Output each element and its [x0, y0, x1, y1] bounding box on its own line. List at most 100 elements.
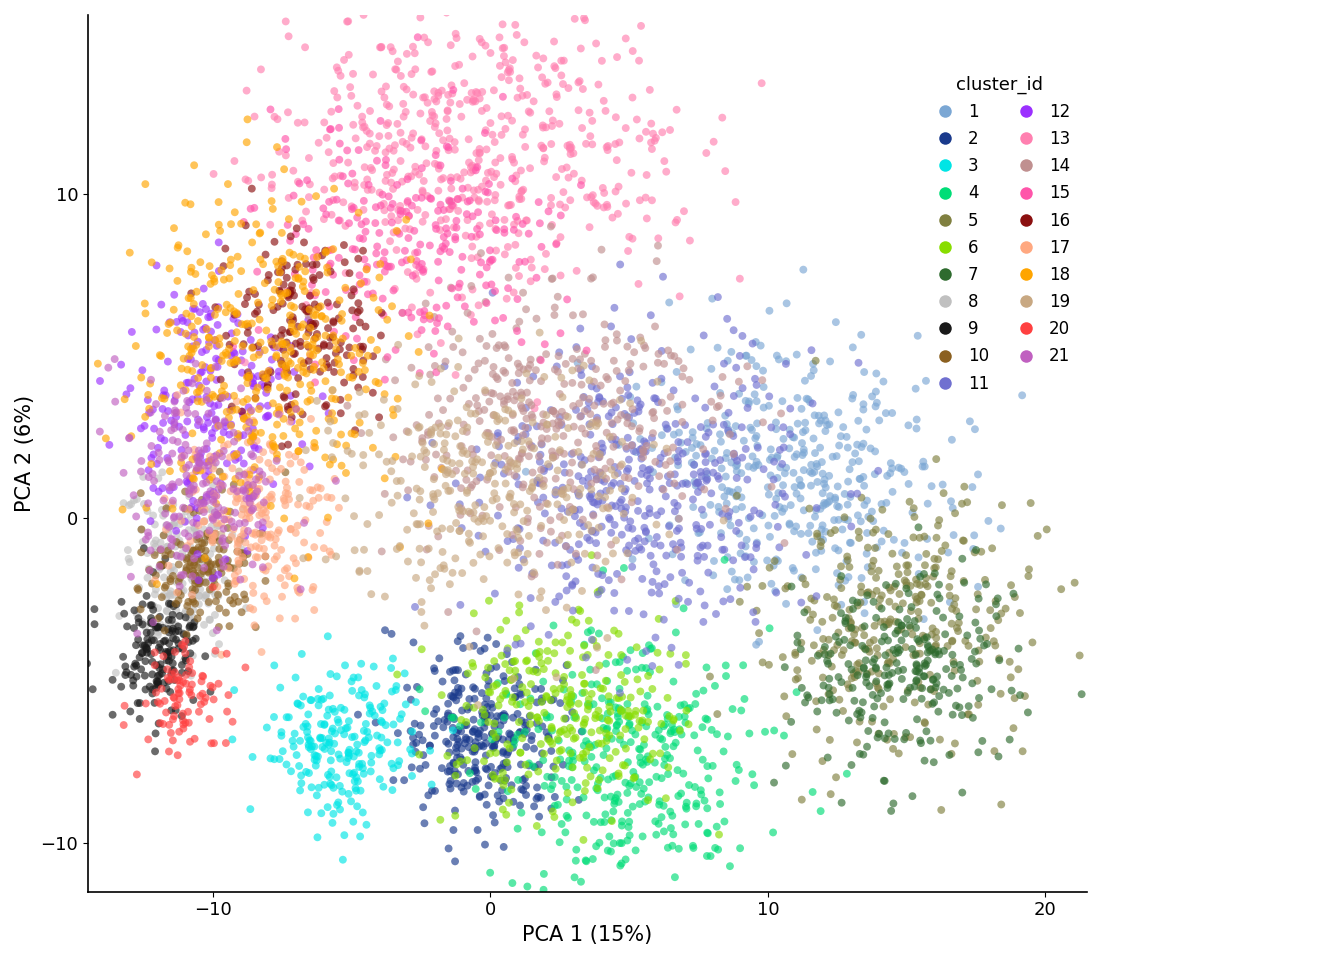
- Point: [302, 257, 324, 273]
- Point: [266, 111, 288, 127]
- Point: [851, 579, 872, 594]
- Point: [231, 605, 253, 620]
- Point: [484, 134, 505, 150]
- Point: [569, 750, 590, 765]
- Point: [180, 539, 202, 554]
- Point: [1004, 589, 1025, 605]
- Point: [401, 252, 422, 267]
- Point: [324, 413, 345, 428]
- Point: [149, 715, 171, 731]
- Point: [173, 447, 195, 463]
- Point: [512, 480, 534, 495]
- Point: [961, 651, 982, 666]
- Point: [614, 469, 636, 485]
- Point: [1020, 495, 1042, 511]
- Point: [130, 602, 152, 617]
- Point: [337, 751, 359, 766]
- Point: [293, 516, 314, 531]
- Point: [625, 661, 646, 677]
- Point: [523, 94, 544, 109]
- Point: [617, 408, 638, 423]
- Point: [411, 214, 433, 229]
- Point: [892, 662, 914, 678]
- Point: [388, 754, 410, 769]
- Point: [583, 508, 605, 523]
- Point: [641, 193, 663, 208]
- Point: [573, 82, 594, 97]
- Point: [743, 554, 765, 569]
- Point: [797, 602, 818, 617]
- Point: [219, 427, 241, 443]
- Point: [773, 431, 794, 446]
- Point: [288, 371, 309, 386]
- Point: [981, 540, 1003, 556]
- Point: [657, 468, 679, 484]
- Point: [579, 427, 601, 443]
- Point: [465, 734, 487, 750]
- Point: [433, 451, 454, 467]
- Point: [474, 670, 496, 685]
- Point: [605, 399, 626, 415]
- Point: [410, 132, 431, 148]
- Point: [433, 402, 454, 418]
- Point: [718, 405, 739, 420]
- Point: [138, 679, 160, 694]
- Point: [449, 439, 470, 454]
- Point: [633, 607, 655, 622]
- Point: [960, 414, 981, 429]
- Point: [321, 815, 343, 830]
- Point: [785, 672, 806, 687]
- Point: [767, 553, 789, 568]
- Point: [703, 567, 724, 583]
- Point: [531, 746, 552, 761]
- Point: [521, 415, 543, 430]
- Point: [270, 725, 292, 740]
- Point: [181, 470, 203, 486]
- Point: [687, 485, 708, 500]
- Point: [544, 769, 566, 784]
- Point: [223, 388, 245, 403]
- Point: [466, 250, 488, 265]
- Point: [157, 543, 179, 559]
- Point: [414, 460, 435, 475]
- Point: [485, 455, 507, 470]
- Point: [582, 187, 603, 203]
- Point: [586, 468, 607, 484]
- Point: [159, 672, 180, 687]
- Point: [128, 614, 149, 630]
- Point: [328, 152, 349, 167]
- Point: [168, 691, 190, 707]
- Point: [340, 80, 362, 95]
- Point: [456, 424, 477, 440]
- Point: [810, 543, 832, 559]
- Point: [276, 361, 297, 376]
- Point: [774, 581, 796, 596]
- Point: [411, 132, 433, 147]
- Point: [586, 838, 607, 853]
- Point: [814, 480, 836, 495]
- Point: [449, 276, 470, 291]
- Point: [220, 252, 242, 267]
- Point: [368, 446, 390, 462]
- Point: [280, 324, 301, 340]
- Point: [625, 843, 646, 858]
- Point: [110, 594, 132, 610]
- Point: [716, 445, 738, 461]
- Point: [210, 506, 231, 521]
- Point: [269, 284, 290, 300]
- Point: [249, 481, 270, 496]
- Point: [790, 595, 812, 611]
- Point: [203, 525, 224, 540]
- Point: [148, 562, 169, 577]
- Point: [176, 627, 198, 642]
- Point: [1012, 744, 1034, 759]
- Point: [395, 105, 417, 120]
- Point: [555, 539, 577, 554]
- Point: [430, 157, 452, 173]
- Point: [728, 271, 750, 286]
- Point: [495, 55, 516, 70]
- Point: [578, 696, 599, 711]
- Point: [679, 778, 700, 793]
- Point: [782, 747, 804, 762]
- Point: [965, 614, 986, 630]
